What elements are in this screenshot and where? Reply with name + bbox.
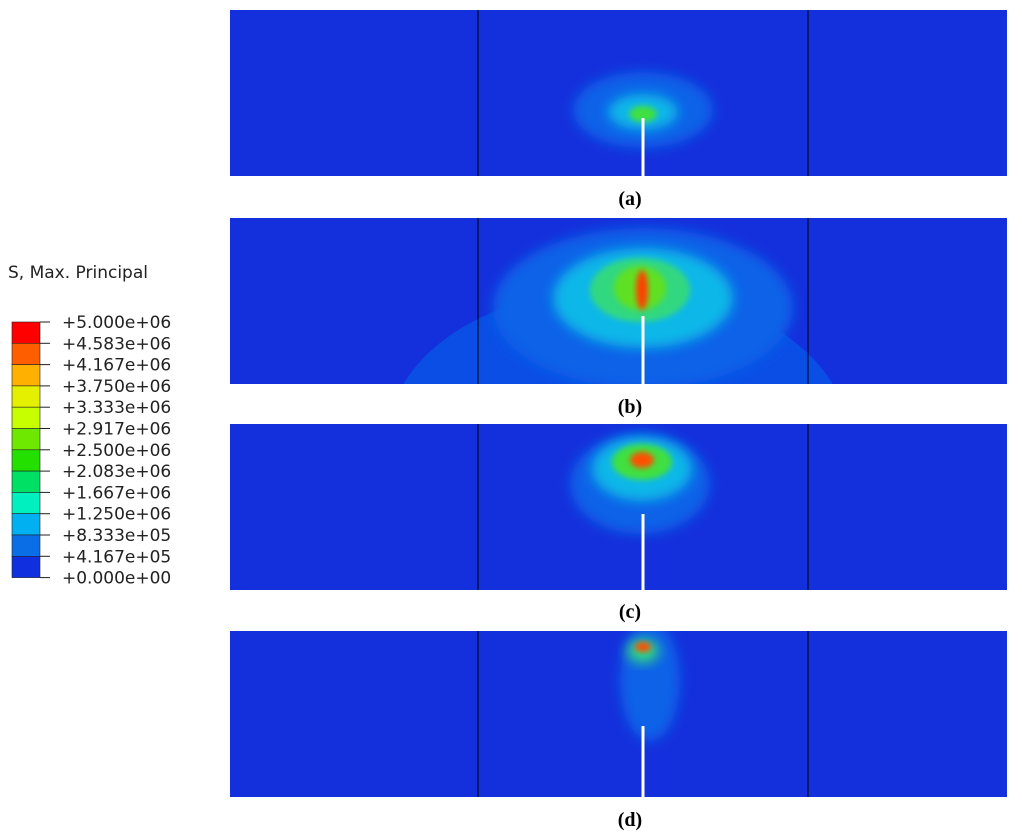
legend-swatch	[11, 428, 41, 451]
legend-label: +2.500e+06	[62, 441, 171, 461]
legend-label: +3.333e+06	[62, 398, 171, 418]
legend-swatch	[11, 321, 41, 344]
legend-swatch	[11, 492, 41, 514]
stress-zone	[630, 452, 654, 468]
panel-label: (a)	[618, 188, 641, 210]
stress-panel	[230, 218, 1007, 384]
panel-label: (b)	[618, 396, 642, 418]
panel-bg	[230, 631, 1007, 797]
stress-zone	[635, 642, 651, 652]
legend-label: +4.167e+06	[62, 356, 171, 376]
legend-swatch	[11, 406, 41, 429]
legend-swatch	[11, 385, 41, 408]
panel-label: (c)	[619, 601, 641, 623]
stress-panel	[230, 424, 1007, 590]
legend-swatch	[11, 364, 41, 387]
legend-label: +4.583e+06	[62, 334, 171, 354]
legend-label: +4.167e+05	[62, 547, 171, 567]
stress-zone	[629, 106, 657, 122]
legend-swatch	[11, 470, 41, 493]
legend-label: +1.250e+06	[62, 505, 171, 525]
legend-swatch	[11, 342, 41, 365]
legend-title: S, Max. Principal	[8, 263, 148, 283]
legend-label: +0.000e+00	[62, 569, 171, 589]
legend-label: +3.750e+06	[62, 377, 171, 397]
legend-label: +8.333e+05	[62, 526, 171, 546]
legend-label: +5.000e+06	[62, 313, 171, 333]
panel-label: (d)	[618, 809, 642, 831]
legend-swatch	[11, 513, 41, 536]
legend-label: +1.667e+06	[62, 483, 171, 503]
stress-zone	[636, 270, 648, 310]
legend-label: +2.083e+06	[62, 462, 171, 482]
legend-label: +2.917e+06	[62, 420, 171, 440]
stress-panel	[230, 631, 1007, 797]
stress-zone	[620, 631, 680, 741]
legend-swatch	[11, 534, 41, 557]
legend-swatch	[11, 449, 41, 472]
stress-panel	[230, 10, 1007, 176]
legend-swatch	[11, 555, 41, 578]
